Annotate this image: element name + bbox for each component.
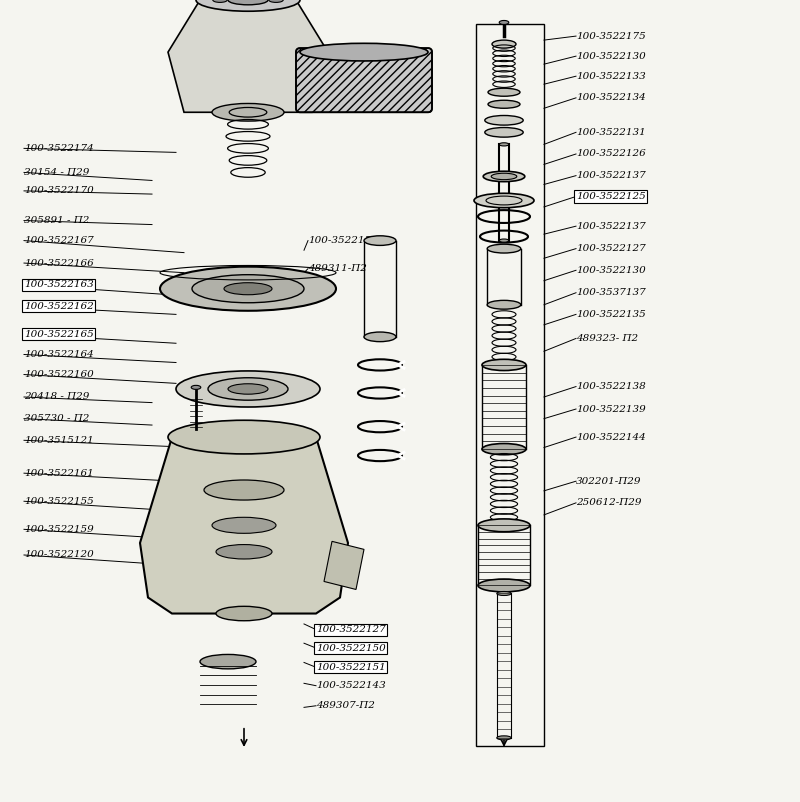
Text: 100-3522161: 100-3522161 xyxy=(24,468,94,478)
Ellipse shape xyxy=(482,444,526,455)
Ellipse shape xyxy=(482,359,526,371)
Ellipse shape xyxy=(485,115,523,125)
Polygon shape xyxy=(140,437,348,614)
Text: 100-3522127: 100-3522127 xyxy=(576,244,646,253)
Text: 100-3522131: 100-3522131 xyxy=(576,128,646,137)
Ellipse shape xyxy=(213,0,227,2)
Text: 100-3522155: 100-3522155 xyxy=(24,496,94,506)
Ellipse shape xyxy=(497,592,511,595)
Text: 302201-П29: 302201-П29 xyxy=(576,476,642,486)
Text: 100-3522153: 100-3522153 xyxy=(308,236,378,245)
Ellipse shape xyxy=(478,579,530,592)
Ellipse shape xyxy=(160,266,336,311)
Text: 100-3522163: 100-3522163 xyxy=(24,280,94,290)
Ellipse shape xyxy=(488,100,520,108)
Ellipse shape xyxy=(216,606,272,621)
Text: 100-3522166: 100-3522166 xyxy=(24,258,94,268)
Text: 489323- П2: 489323- П2 xyxy=(576,334,638,343)
Ellipse shape xyxy=(499,143,509,146)
Ellipse shape xyxy=(487,301,521,310)
Text: 100-3522167: 100-3522167 xyxy=(24,236,94,245)
Ellipse shape xyxy=(300,43,428,61)
Ellipse shape xyxy=(208,378,288,400)
Text: 305891 - П2: 305891 - П2 xyxy=(24,216,90,225)
Ellipse shape xyxy=(478,519,530,532)
Ellipse shape xyxy=(191,386,201,390)
Ellipse shape xyxy=(485,128,523,137)
Ellipse shape xyxy=(200,654,256,669)
Text: 100-3522133: 100-3522133 xyxy=(576,71,646,81)
Ellipse shape xyxy=(497,736,511,739)
Ellipse shape xyxy=(488,88,520,96)
Ellipse shape xyxy=(204,480,284,500)
Ellipse shape xyxy=(168,420,320,454)
Text: 20418 - П29: 20418 - П29 xyxy=(24,392,90,402)
Ellipse shape xyxy=(491,173,517,180)
Text: 100-3515121: 100-3515121 xyxy=(24,435,94,445)
Text: 489311-П2: 489311-П2 xyxy=(308,264,367,273)
Text: 305730 - П2: 305730 - П2 xyxy=(24,414,90,423)
Text: 100-3522130: 100-3522130 xyxy=(576,265,646,275)
Text: 100-3522138: 100-3522138 xyxy=(576,382,646,391)
Ellipse shape xyxy=(212,103,284,121)
Ellipse shape xyxy=(192,275,304,303)
Text: 100-3522150: 100-3522150 xyxy=(316,643,386,653)
Text: 100-3522139: 100-3522139 xyxy=(576,404,646,414)
Ellipse shape xyxy=(228,383,268,395)
Ellipse shape xyxy=(228,0,268,5)
Ellipse shape xyxy=(212,517,276,533)
Text: 100-3522143: 100-3522143 xyxy=(316,681,386,691)
Ellipse shape xyxy=(196,0,300,11)
Text: 100-3522144: 100-3522144 xyxy=(576,432,646,442)
Text: 100-3537137: 100-3537137 xyxy=(576,288,646,298)
Ellipse shape xyxy=(224,282,272,295)
Polygon shape xyxy=(324,541,364,589)
Text: 100-3522126: 100-3522126 xyxy=(576,149,646,159)
Text: 489307-П2: 489307-П2 xyxy=(316,701,375,711)
Ellipse shape xyxy=(364,332,396,342)
Text: 100-3522164: 100-3522164 xyxy=(24,350,94,359)
Text: 100-3522151: 100-3522151 xyxy=(316,662,386,672)
Ellipse shape xyxy=(269,0,283,2)
Ellipse shape xyxy=(474,193,534,208)
Text: 100-3522137: 100-3522137 xyxy=(576,171,646,180)
Ellipse shape xyxy=(364,236,396,245)
Text: 100-3522170: 100-3522170 xyxy=(24,186,94,196)
Text: 100-3522162: 100-3522162 xyxy=(24,302,94,311)
Text: 100-3522120: 100-3522120 xyxy=(24,550,94,560)
Text: 100-3522134: 100-3522134 xyxy=(576,93,646,103)
Text: 100-3522159: 100-3522159 xyxy=(24,525,94,534)
Text: 100-3522125: 100-3522125 xyxy=(576,192,646,201)
Ellipse shape xyxy=(499,21,509,25)
Text: 100-3522135: 100-3522135 xyxy=(576,310,646,319)
Ellipse shape xyxy=(492,40,516,48)
Text: 100-3522175: 100-3522175 xyxy=(576,31,646,41)
Ellipse shape xyxy=(483,172,525,181)
Text: 100-3522165: 100-3522165 xyxy=(24,330,94,339)
Text: 100-3522160: 100-3522160 xyxy=(24,370,94,379)
Ellipse shape xyxy=(499,239,509,242)
Text: 30154 - П29: 30154 - П29 xyxy=(24,168,90,177)
Polygon shape xyxy=(168,0,328,112)
Text: 100-3522174: 100-3522174 xyxy=(24,144,94,153)
Ellipse shape xyxy=(487,245,521,253)
Ellipse shape xyxy=(216,545,272,559)
Text: 250612-П29: 250612-П29 xyxy=(576,498,642,508)
Ellipse shape xyxy=(176,371,320,407)
Text: 100-3522130: 100-3522130 xyxy=(576,51,646,61)
Text: 100-3522127: 100-3522127 xyxy=(316,625,386,634)
FancyBboxPatch shape xyxy=(296,48,432,112)
Text: 100-3522137: 100-3522137 xyxy=(576,221,646,231)
